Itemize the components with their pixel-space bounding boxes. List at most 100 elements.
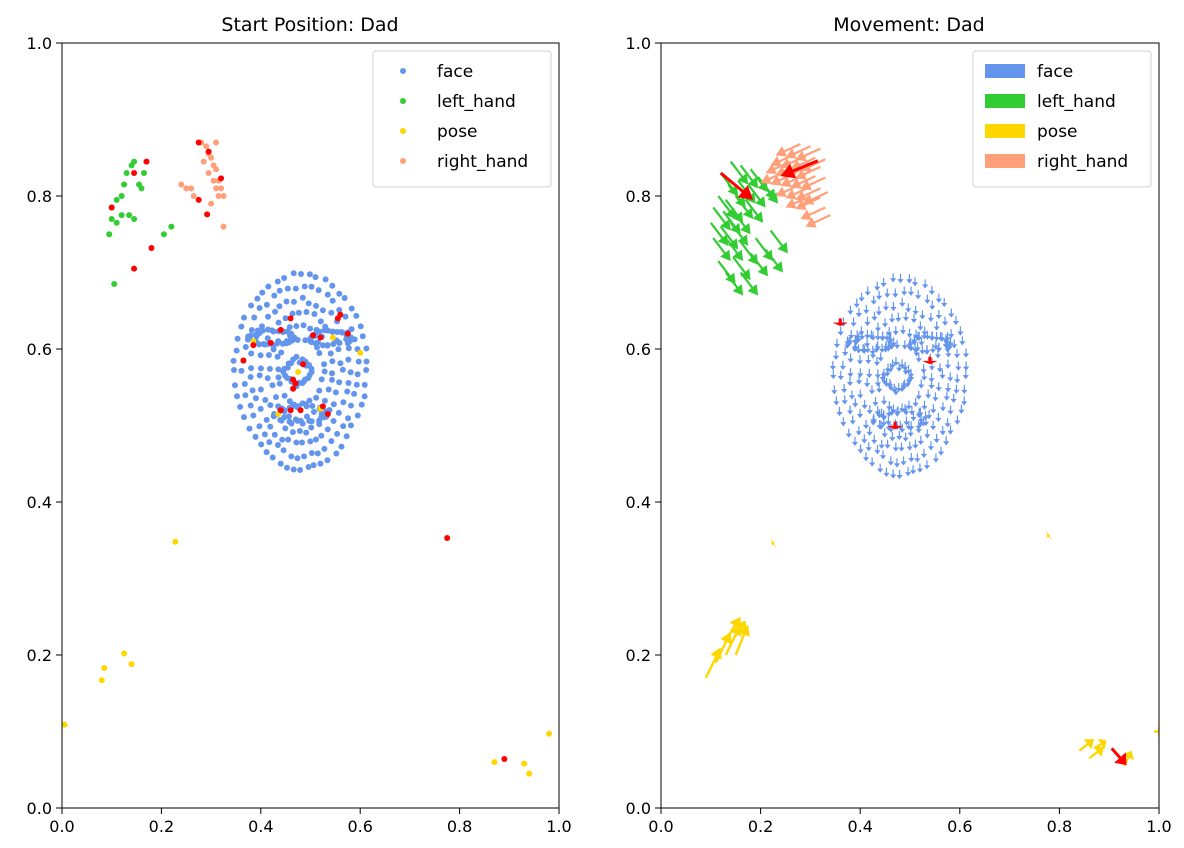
face-arrow bbox=[876, 409, 883, 419]
face-point bbox=[318, 432, 325, 439]
face-arrow bbox=[944, 359, 952, 369]
right-hand-arrow bbox=[785, 195, 811, 209]
face-point bbox=[276, 380, 283, 387]
face-point bbox=[256, 341, 263, 348]
face-point bbox=[264, 335, 271, 342]
face-arrow bbox=[947, 405, 954, 415]
face-arrow bbox=[892, 356, 900, 367]
y-tick-label: 0.2 bbox=[626, 646, 651, 665]
face-point bbox=[347, 422, 354, 429]
face-arrow bbox=[883, 341, 890, 351]
legend-swatch bbox=[985, 154, 1025, 168]
face-point bbox=[260, 340, 267, 347]
face-arrow bbox=[921, 400, 928, 410]
face-point bbox=[272, 308, 279, 315]
face-arrow bbox=[902, 432, 909, 442]
pose-point bbox=[98, 677, 105, 684]
face-arrow bbox=[830, 370, 837, 380]
face-arrow bbox=[876, 420, 883, 430]
face-arrow bbox=[863, 304, 870, 314]
face-point bbox=[283, 298, 290, 305]
face-point bbox=[294, 455, 301, 462]
face-point bbox=[286, 398, 293, 405]
face-point bbox=[249, 387, 256, 394]
face-point bbox=[313, 302, 320, 309]
face-point bbox=[275, 374, 282, 381]
highlight-point bbox=[287, 407, 294, 414]
face-arrow bbox=[847, 305, 854, 315]
face-arrow bbox=[874, 445, 881, 455]
left-hand-point bbox=[141, 170, 148, 177]
face-arrow bbox=[932, 453, 940, 463]
face-point bbox=[359, 333, 366, 340]
face-arrow bbox=[866, 368, 873, 379]
scatter-marks bbox=[62, 139, 553, 777]
face-arrow bbox=[903, 416, 910, 426]
face-arrow bbox=[852, 342, 859, 352]
face-arrow bbox=[888, 313, 896, 323]
face-arrow bbox=[857, 368, 864, 378]
face-point bbox=[335, 346, 342, 353]
face-arrow bbox=[898, 359, 906, 369]
left-hand-point bbox=[131, 215, 138, 222]
face-point bbox=[336, 379, 343, 386]
face-point bbox=[317, 318, 324, 325]
face-arrow bbox=[885, 407, 893, 418]
face-arrow bbox=[833, 396, 840, 406]
face-arrow bbox=[869, 457, 876, 467]
highlight-arrow bbox=[1110, 747, 1127, 766]
highlight-point bbox=[290, 385, 297, 392]
face-arrow bbox=[900, 456, 907, 466]
face-point bbox=[310, 462, 317, 469]
x-tick-label: 0.0 bbox=[648, 817, 673, 836]
face-arrow bbox=[879, 343, 886, 353]
face-point bbox=[297, 466, 304, 473]
face-arrow bbox=[927, 312, 934, 322]
face-point bbox=[347, 402, 354, 409]
highlight-point bbox=[205, 148, 212, 155]
right-hand-point bbox=[183, 185, 190, 192]
left-hand-point bbox=[121, 181, 128, 188]
face-point bbox=[295, 309, 302, 316]
face-point bbox=[279, 436, 286, 443]
x-tick-label: 0.8 bbox=[1047, 817, 1072, 836]
face-point bbox=[250, 412, 257, 419]
left-hand-point bbox=[168, 223, 175, 230]
face-point bbox=[275, 442, 282, 449]
highlight-point bbox=[108, 204, 115, 211]
face-arrow bbox=[881, 318, 889, 328]
face-point bbox=[307, 338, 314, 345]
face-point bbox=[261, 431, 268, 438]
face-arrow bbox=[844, 339, 851, 349]
highlight-point bbox=[501, 756, 508, 763]
x-tick-label: 0.0 bbox=[49, 817, 74, 836]
x-tick-label: 0.6 bbox=[347, 817, 372, 836]
face-point bbox=[329, 358, 336, 365]
highlight-point bbox=[250, 342, 257, 349]
face-point bbox=[233, 347, 240, 354]
y-axis: 0.0 0.2 0.4 0.6 0.8 1.0 bbox=[27, 34, 62, 818]
face-arrow bbox=[941, 297, 948, 308]
face-arrow bbox=[862, 419, 870, 430]
left-hand-arrow bbox=[764, 248, 784, 273]
face-arrow bbox=[901, 340, 908, 350]
face-point bbox=[259, 289, 266, 296]
face-point bbox=[306, 271, 313, 278]
face-arrow bbox=[853, 298, 860, 308]
face-arrow bbox=[954, 415, 961, 425]
face-arrow bbox=[920, 448, 928, 459]
face-arrow bbox=[877, 463, 884, 473]
pose-point bbox=[128, 661, 135, 668]
face-point bbox=[271, 292, 278, 299]
left-hand-arrow bbox=[712, 206, 731, 231]
face-arrow bbox=[935, 309, 942, 320]
face-arrow bbox=[912, 439, 919, 449]
face-point bbox=[290, 270, 297, 277]
face-point bbox=[293, 323, 300, 330]
face-point bbox=[285, 413, 292, 420]
left-hand-arrow bbox=[759, 180, 779, 204]
face-arrow bbox=[958, 404, 965, 414]
face-arrow bbox=[893, 458, 901, 468]
face-arrow bbox=[910, 411, 917, 422]
face-arrow bbox=[959, 336, 966, 346]
